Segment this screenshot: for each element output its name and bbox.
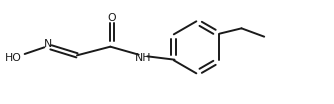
Text: NH: NH	[135, 53, 151, 63]
Text: HO: HO	[5, 53, 21, 63]
Text: N: N	[43, 39, 52, 49]
Text: O: O	[108, 13, 116, 23]
